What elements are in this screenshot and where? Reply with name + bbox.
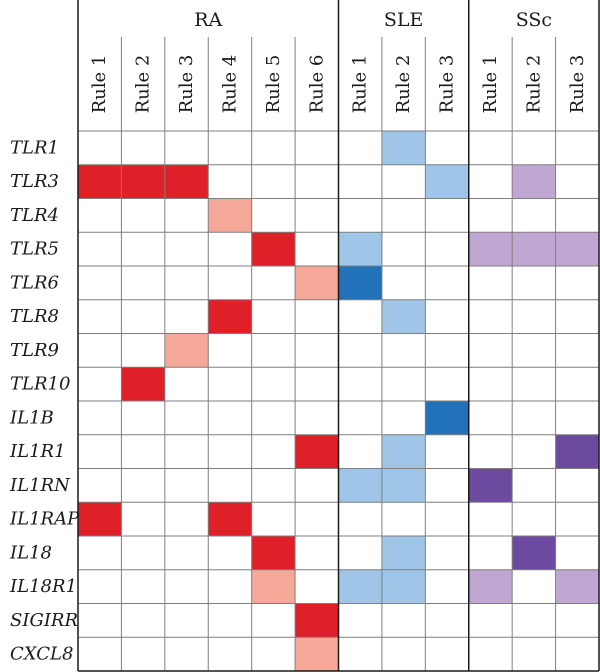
heatmap-cell-il1rn-sle-rule-1 [338, 468, 382, 503]
row-label-tlr8: TLR8 [10, 306, 59, 327]
column-label-ra-rule-4: Rule 4 [219, 55, 240, 114]
heatmap-cell-tlr5-ra-rule-5 [251, 232, 296, 266]
heatmap-cell-tlr6-sle-rule-1 [338, 266, 382, 300]
row-label-il1r1: IL1R1 [9, 441, 66, 462]
heatmap-cell-sigirr-ra-rule-6 [295, 603, 339, 638]
heatmap-cell-tlr8-ra-rule-4 [208, 299, 252, 334]
heatmap-cell-il18r1-sle-rule-1 [338, 569, 382, 604]
heatmap-cell-tlr3-ra-rule-1 [78, 164, 122, 199]
column-label-ssc-rule-2: Rule 2 [523, 55, 544, 114]
column-label-ssc-rule-1: Rule 1 [480, 55, 501, 114]
row-label-sigirr: SIGIRR [10, 610, 78, 631]
heatmap-cell-il1r1-sle-rule-2 [381, 434, 426, 469]
heatmap-cell-il18r1-sle-rule-2 [381, 569, 426, 604]
row-label-tlr10: TLR10 [10, 374, 70, 395]
column-label-ra-rule-3: Rule 3 [176, 55, 197, 114]
heatmap-cell-tlr9-ra-rule-3 [164, 333, 209, 368]
heatmap-cell-il1rap-ra-rule-4 [208, 502, 252, 536]
heatmap-cell-il1r1-ssc-rule-3 [555, 434, 599, 469]
column-label-ra-rule-6: Rule 6 [306, 55, 327, 114]
row-label-il18: IL18 [9, 542, 52, 563]
group-label-ssc: SSc [516, 9, 552, 31]
column-label-ra-rule-1: Rule 1 [89, 55, 110, 114]
group-label-ra: RA [194, 9, 222, 31]
heatmap-cell-il1b-sle-rule-3 [425, 401, 469, 435]
row-label-il1rap: IL1RAP [9, 509, 80, 530]
heatmap-cell-il18r1-ra-rule-5 [251, 569, 296, 604]
column-label-sle-rule-2: Rule 2 [393, 55, 414, 114]
heatmap-cell-il18-ssc-rule-2 [512, 536, 556, 570]
heatmap-cell-il18r1-ssc-rule-1 [468, 569, 513, 604]
heatmap-cell-il1rap-ra-rule-1 [78, 502, 122, 536]
heatmap-cell-tlr5-ssc-rule-3 [555, 232, 599, 266]
column-label-sle-rule-3: Rule 3 [437, 55, 458, 114]
heatmap-cell-tlr10-ra-rule-2 [121, 367, 165, 401]
heatmap-cell-tlr6-ra-rule-6 [295, 266, 339, 300]
row-label-tlr6: TLR6 [10, 272, 59, 293]
column-label-sle-rule-1: Rule 1 [350, 55, 371, 114]
heatmap-cell-tlr1-sle-rule-2 [381, 131, 426, 165]
row-label-tlr9: TLR9 [10, 340, 59, 361]
row-label-il1rn: IL1RN [9, 475, 71, 496]
row-label-tlr5: TLR5 [10, 239, 59, 260]
row-label-cxcl8: CXCL8 [10, 644, 73, 665]
heatmap-cell-il1r1-ra-rule-6 [295, 434, 339, 469]
group-label-sle: SLE [384, 9, 424, 31]
heatmap-cell-il18-ra-rule-5 [251, 536, 296, 570]
row-label-tlr4: TLR4 [10, 205, 59, 226]
row-label-tlr3: TLR3 [10, 171, 59, 192]
heatmap-cell-il18-sle-rule-2 [381, 536, 426, 570]
column-label-ra-rule-2: Rule 2 [133, 55, 154, 114]
heatmap-cell-il18r1-ssc-rule-3 [555, 569, 599, 604]
row-label-tlr1: TLR1 [10, 137, 59, 158]
heatmap-cell-cxcl8-ra-rule-6 [295, 637, 339, 671]
heatmap-cell-tlr5-ssc-rule-1 [468, 232, 513, 266]
column-label-ra-rule-5: Rule 5 [263, 55, 284, 114]
heatmap-cell-tlr3-sle-rule-3 [425, 164, 469, 199]
heatmap-cell-tlr8-sle-rule-2 [381, 299, 426, 334]
heatmap-cell-tlr5-ssc-rule-2 [512, 232, 556, 266]
heatmap-cell-tlr4-ra-rule-4 [208, 198, 252, 233]
heatmap-cell-tlr3-ssc-rule-2 [512, 164, 556, 199]
row-label-il18r1: IL18R1 [9, 576, 77, 597]
heatmap-cell-tlr3-ra-rule-3 [164, 164, 209, 199]
heatmap-cell-tlr3-ra-rule-2 [121, 164, 165, 199]
heatmap-cell-il1rn-ssc-rule-1 [468, 468, 513, 503]
row-label-il1b: IL1B [9, 407, 54, 428]
heatmap-cell-tlr5-sle-rule-1 [338, 232, 382, 266]
column-label-ssc-rule-3: Rule 3 [567, 55, 588, 114]
heatmap-cell-il1rn-sle-rule-2 [381, 468, 426, 503]
